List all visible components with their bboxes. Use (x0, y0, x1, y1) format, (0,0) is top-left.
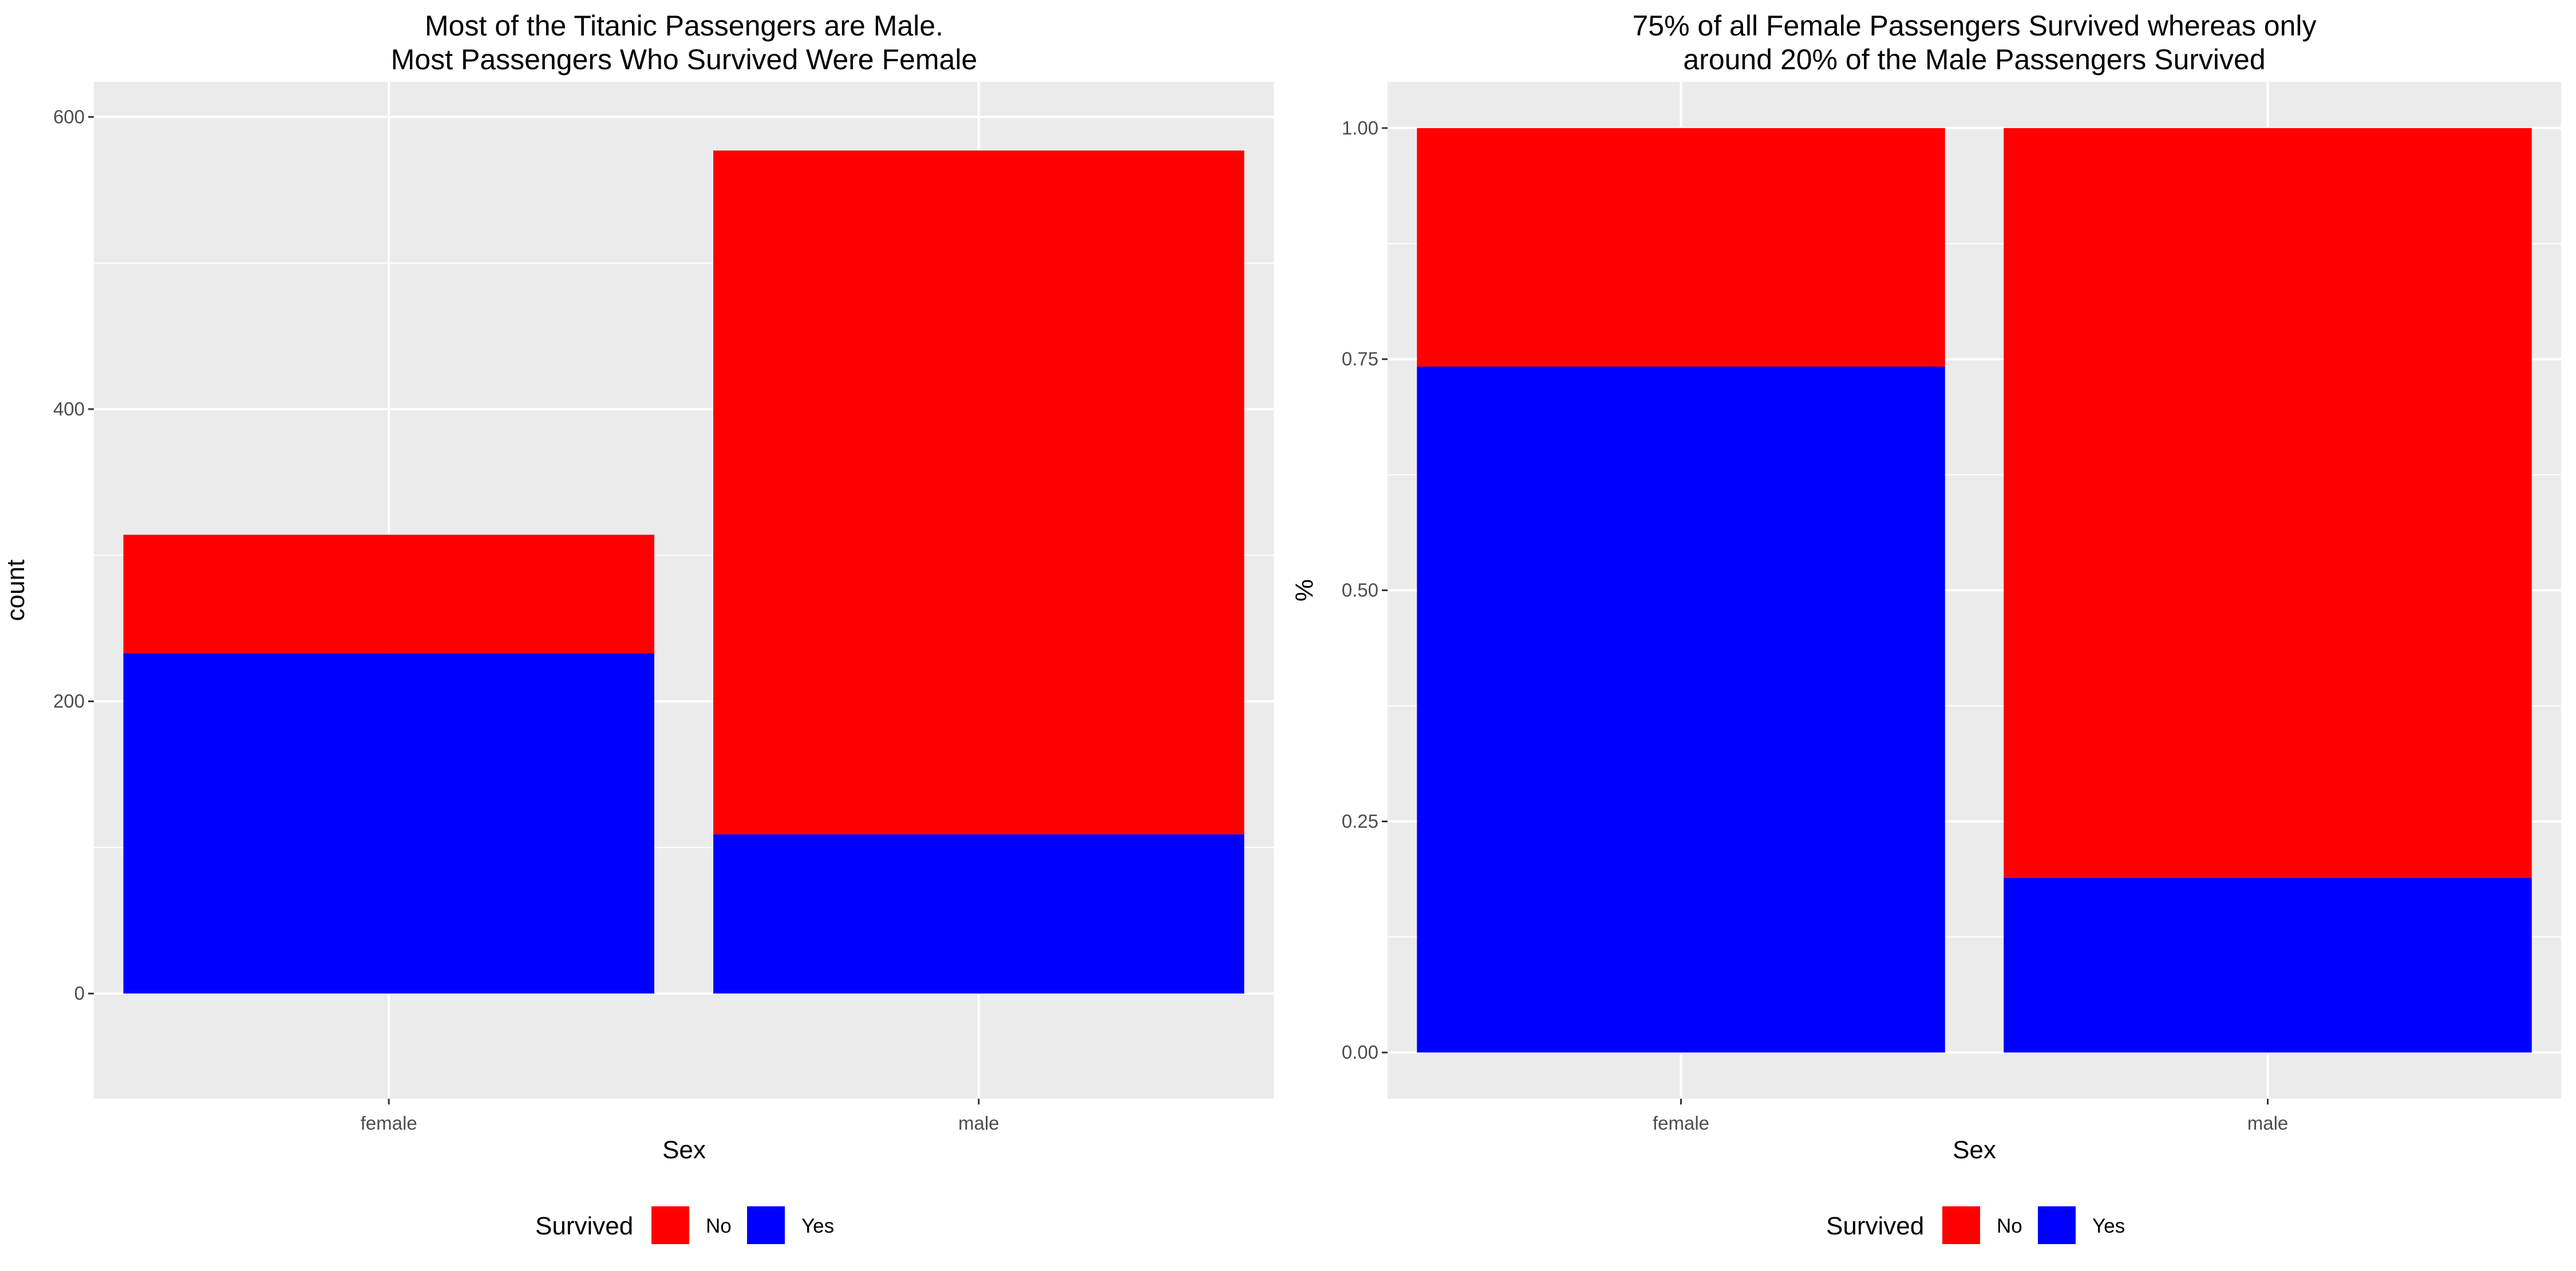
x-tick-label: male (958, 1112, 999, 1134)
chart-title-line: Most of the Titanic Passengers are Male. (425, 10, 943, 42)
y-tick-label: 0.00 (1342, 1042, 1378, 1063)
legend-title: Survived (1826, 1212, 1924, 1240)
y-tick-label: 600 (53, 106, 85, 127)
x-tick-label: female (1653, 1112, 1709, 1134)
legend-key-no (651, 1206, 689, 1244)
legend-key-no (1942, 1206, 1980, 1244)
legend-label-no: No (706, 1215, 732, 1237)
y-tick-label: 1.00 (1342, 117, 1378, 138)
x-axis-title: Sex (1953, 1136, 1996, 1164)
legend-label-yes: Yes (2092, 1215, 2125, 1237)
legend-label-no: No (1997, 1215, 2022, 1237)
bar-male-yes (2004, 877, 2532, 1053)
chart-panel-2: 0.00 0.25 0.50 0.75 1.00 female male Sex% 75% of… (1290, 10, 2561, 1244)
chart-title-line: Most Passengers Who Survived Were Female (391, 43, 977, 76)
bar-male-yes (713, 834, 1244, 994)
y-tick-label: 0.50 (1342, 580, 1378, 601)
x-tick-label: female (361, 1112, 417, 1134)
y-axis-title: % (1290, 579, 1318, 601)
y-tick-label: 400 (53, 398, 85, 419)
legend-title: Survived (535, 1212, 633, 1240)
chart-title-line: around 20% of the Male Passengers Surviv… (1683, 43, 2265, 76)
y-tick-label: 0 (74, 983, 85, 1004)
y-tick-label: 200 (53, 691, 85, 712)
bar-female-yes (1417, 366, 1945, 1053)
legend-key-yes (2038, 1206, 2076, 1244)
bar-male-no (713, 150, 1244, 834)
legend: Survived No Yes (1826, 1206, 2125, 1244)
x-tick-label: male (2247, 1112, 2289, 1134)
bar-female-yes (123, 653, 654, 994)
y-tick-label: 0.75 (1342, 349, 1378, 370)
x-axis-title: Sex (662, 1136, 706, 1164)
legend: Survived No Yes (535, 1206, 834, 1244)
bar-male-no (2004, 128, 2532, 878)
legend-label-yes: Yes (801, 1215, 834, 1237)
legend-key-yes (747, 1206, 785, 1244)
y-axis-title: count (2, 560, 30, 621)
bar-female-no (1417, 128, 1945, 367)
y-tick-label: 0.25 (1342, 810, 1378, 832)
chart-panel-1: 0 200 400 600 female male Sex count Most of the … (2, 10, 1274, 1244)
bar-female-no (123, 534, 654, 654)
chart-title-line: 75% of all Female Passengers Survived wh… (1632, 10, 2316, 42)
